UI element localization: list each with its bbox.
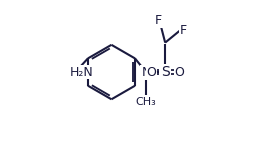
Text: F: F	[155, 14, 162, 27]
Text: O: O	[174, 66, 184, 79]
Text: O: O	[146, 66, 156, 79]
Text: S: S	[161, 65, 170, 79]
Text: H₂N: H₂N	[69, 66, 93, 79]
Text: N: N	[141, 66, 151, 79]
Text: CH₃: CH₃	[136, 97, 156, 107]
Text: F: F	[180, 24, 187, 37]
